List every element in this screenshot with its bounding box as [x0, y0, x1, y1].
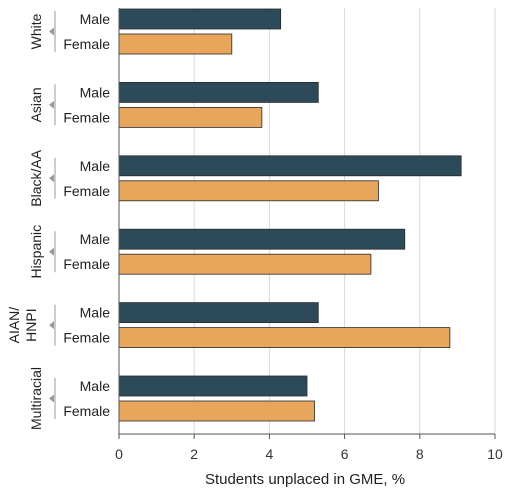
bar-male [118, 228, 406, 250]
bar-male [118, 155, 462, 177]
bar-label-male: Male [80, 11, 111, 27]
group-arrow [49, 321, 54, 330]
bar-label-female: Female [63, 36, 110, 52]
bar-male [118, 8, 282, 30]
bar-female [118, 400, 315, 422]
bar-label-male: Male [80, 231, 111, 247]
x-axis: 0 2 4 6 8 10 [115, 8, 503, 462]
x-tick-label: 6 [341, 446, 349, 462]
x-tick-label: 4 [266, 446, 274, 462]
bar-label-male: Male [80, 305, 111, 321]
group-arrow [49, 394, 54, 403]
category-labels: Male Female White Male Female Asian Male Female… [6, 11, 110, 430]
bar-female [118, 107, 263, 128]
bar-label-female: Female [63, 183, 110, 199]
group-label: Hispanic [28, 225, 44, 279]
bar-label-female: Female [63, 403, 110, 419]
bar-female [118, 327, 451, 349]
bar-male [118, 82, 319, 103]
x-axis-title: Students unplaced in GME, % [205, 471, 405, 488]
bar-label-female: Female [63, 256, 110, 272]
bar-female [118, 33, 233, 55]
x-tick-label: 8 [416, 446, 424, 462]
group-label: Asian [28, 87, 44, 122]
group-arrow [49, 174, 54, 183]
bar-label-male: Male [80, 378, 111, 394]
gridlines [193, 8, 496, 434]
bar-label-female: Female [63, 109, 110, 125]
bar-label-female: Female [63, 330, 110, 346]
x-tick-label: 0 [115, 446, 123, 462]
bars [118, 8, 462, 422]
group-arrow [49, 100, 54, 109]
x-tick-label: 2 [190, 446, 198, 462]
bar-male [118, 375, 308, 397]
group-arrow [49, 247, 54, 256]
bar-female [118, 253, 372, 275]
bar-male [118, 302, 319, 324]
bar-female [118, 180, 379, 202]
bar-label-male: Male [80, 84, 111, 100]
group-arrow [49, 27, 54, 36]
bar-label-male: Male [80, 158, 111, 174]
x-tick-label: 10 [487, 446, 503, 462]
group-label: White [28, 13, 44, 49]
group-label: Black/AA [28, 149, 44, 206]
group-label: Multiracial [28, 367, 44, 430]
group-label: AIAN/HNPI [6, 307, 39, 344]
